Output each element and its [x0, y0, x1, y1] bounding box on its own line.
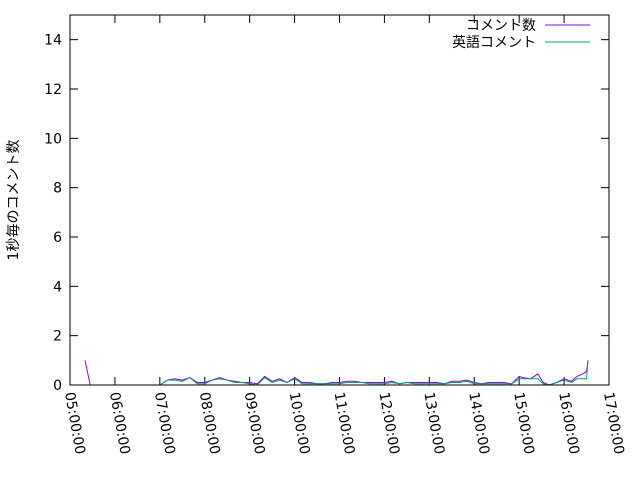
legend-label-0: コメント数	[466, 18, 536, 34]
legend: コメント数 英語コメント	[452, 18, 590, 51]
y-axis-label: 1秒毎のコメント数	[6, 140, 22, 261]
plot-frame	[69, 14, 610, 386]
series-line-0	[84, 360, 91, 386]
x-tick-label: 06:00:00	[106, 391, 133, 456]
x-tick-label: 17:00:00	[600, 391, 627, 456]
x-tick-label: 14:00:00	[465, 391, 492, 456]
y-tick-label: 12	[44, 82, 62, 98]
x-tick-label: 08:00:00	[196, 391, 223, 456]
axis-ticks: 0 2 4 6 8 10 12 14 05:00:00 06:00:00 07:00:00 08:00…	[44, 15, 627, 456]
x-tick-label: 11:00:00	[331, 391, 358, 456]
y-tick-label: 8	[53, 181, 62, 197]
series-lines	[84, 360, 589, 386]
x-tick-label: 16:00:00	[555, 391, 582, 456]
x-tick-label: 10:00:00	[286, 391, 313, 456]
x-tick-label: 12:00:00	[375, 391, 402, 456]
legend-label-1: 英語コメント	[452, 34, 536, 51]
series-line-1	[159, 360, 589, 386]
y-tick-label: 14	[44, 33, 62, 49]
x-tick-label: 07:00:00	[151, 391, 178, 456]
x-tick-label: 15:00:00	[510, 391, 537, 456]
series-line-0	[159, 360, 589, 386]
y-tick-label: 2	[53, 329, 62, 345]
y-tick-label: 4	[53, 279, 62, 295]
y-tick-label: 6	[53, 230, 62, 246]
x-tick-label: 05:00:00	[61, 391, 88, 456]
x-tick-label: 13:00:00	[420, 391, 447, 456]
x-tick-label: 09:00:00	[241, 391, 268, 456]
y-tick-label: 0	[53, 378, 62, 394]
y-tick-label: 10	[44, 131, 62, 147]
